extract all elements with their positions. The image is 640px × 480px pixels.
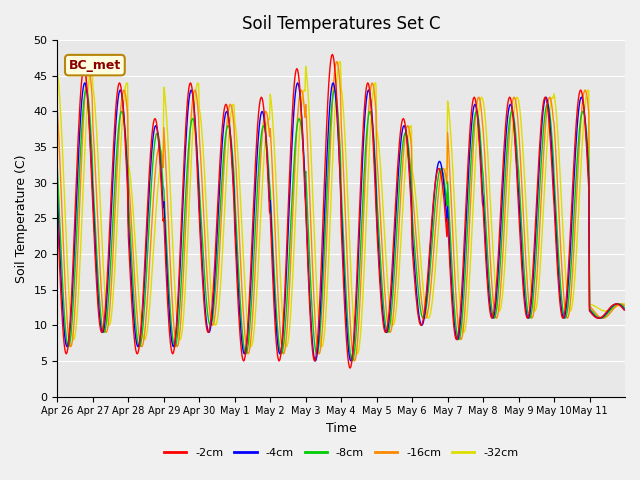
-8cm [54,167,61,172]
-16cm [401,137,408,143]
-8cm [83,87,90,93]
-4cm [225,117,233,123]
X-axis label: Time: Time [326,422,356,435]
-2cm [224,110,232,116]
-2cm [252,146,260,152]
-4cm [275,347,282,352]
-8cm [401,131,408,136]
-4cm [312,358,319,364]
-32cm [433,250,440,256]
-32cm [354,351,362,357]
-16cm [433,212,440,217]
-32cm [336,59,344,64]
-8cm [620,305,628,311]
-32cm [54,71,61,76]
-8cm [225,124,233,130]
-32cm [401,173,408,179]
Line: -32cm: -32cm [58,61,624,354]
-16cm [274,285,282,291]
-2cm [620,307,628,313]
-16cm [351,358,358,364]
Line: -8cm: -8cm [58,90,624,361]
Line: -2cm: -2cm [58,54,624,368]
-2cm [433,171,440,177]
-2cm [274,353,282,359]
-4cm [253,156,260,162]
-4cm [121,123,129,129]
-16cm [54,107,61,112]
-16cm [120,87,128,93]
-32cm [224,144,232,150]
-8cm [348,358,356,364]
-32cm [252,299,260,305]
-4cm [54,195,61,201]
-8cm [253,193,260,199]
Legend: -2cm, -4cm, -8cm, -16cm, -32cm: -2cm, -4cm, -8cm, -16cm, -32cm [159,444,523,462]
-2cm [401,120,408,125]
-4cm [81,80,88,86]
Text: BC_met: BC_met [68,59,121,72]
-2cm [346,365,354,371]
-4cm [620,306,628,312]
-4cm [401,124,408,130]
-16cm [333,59,340,64]
-4cm [433,169,440,175]
-16cm [252,246,260,252]
-2cm [54,208,61,214]
Line: -4cm: -4cm [58,83,624,361]
-16cm [620,302,628,308]
Line: -16cm: -16cm [58,61,624,361]
Y-axis label: Soil Temperature (C): Soil Temperature (C) [15,154,28,283]
-16cm [224,110,232,116]
-8cm [121,123,129,129]
-2cm [120,117,128,122]
-32cm [274,216,282,221]
-32cm [120,96,128,102]
-8cm [433,188,440,193]
Title: Soil Temperatures Set C: Soil Temperatures Set C [242,15,440,33]
-2cm [328,51,336,57]
-8cm [275,335,282,341]
-32cm [620,301,628,307]
